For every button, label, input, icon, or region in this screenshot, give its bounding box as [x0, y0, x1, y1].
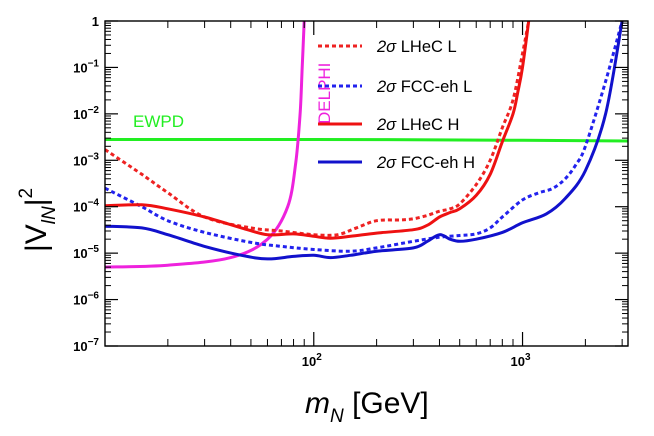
y-tick-label: 1 [92, 14, 99, 29]
y-tick-exp: −6 [88, 291, 100, 302]
x-axis-unit: [GeV] [344, 387, 429, 420]
legend-prefix: 2σ [376, 116, 397, 134]
x-axis-main: m [305, 387, 330, 420]
plot-frame [104, 20, 629, 347]
series-lhec-h [105, 21, 531, 240]
legend-text: FCC-eh H [396, 154, 475, 172]
y-tick-label: 10−6 [73, 291, 99, 308]
x-tick-base: 10 [511, 354, 525, 369]
x-tick-label: 102 [302, 352, 322, 369]
x-tick-exp: 2 [316, 352, 322, 363]
y-axis-sub: lN [39, 206, 60, 224]
y-tick-base: 10 [73, 293, 87, 308]
y-tick-base: 10 [73, 107, 87, 122]
legend-prefix: 2σ [376, 78, 397, 96]
series-delphi [105, 21, 306, 269]
legend-text: FCC-eh L [396, 78, 472, 96]
y-tick-exp: −7 [88, 337, 100, 348]
y-axis-sup: 2 [16, 188, 37, 199]
x-axis-sub: N [330, 406, 344, 427]
x-tick-base: 10 [302, 354, 316, 369]
y-tick-label: 10−3 [73, 151, 99, 168]
y-axis-close: | [20, 198, 53, 206]
y-tick-exp: −1 [88, 58, 100, 69]
legend-text: LHeC L [396, 38, 457, 56]
y-tick-label: 10−1 [73, 58, 99, 75]
y-tick-base: 10 [73, 153, 87, 168]
delphi-label: DELPHI [315, 63, 334, 124]
legend-prefix: 2σ [376, 38, 397, 56]
x-tick-exp: 3 [525, 352, 531, 363]
y-axis-main: |V [20, 224, 53, 252]
legend: 2σ LHeC L 2σ FCC-eh L 2σ LHeC H 2σ FCC-e… [318, 38, 475, 172]
y-tick-label: 10−7 [73, 337, 99, 354]
y-tick-exp: −2 [88, 105, 100, 116]
y-tick-exp: −5 [88, 244, 100, 255]
series-ewpd [105, 137, 628, 143]
y-tick-base: 10 [73, 339, 87, 354]
legend-prefix: 2σ [376, 154, 397, 172]
legend-label-lhec-l: 2σ LHeC L [376, 38, 457, 56]
curves-layer [105, 21, 628, 269]
y-tick-label: 10−5 [73, 244, 99, 261]
legend-label-fcceh-h: 2σ FCC-eh H [376, 154, 475, 172]
x-axis-title: mN [GeV] [305, 387, 429, 427]
y-tick-label: 10−4 [73, 198, 99, 215]
legend-text: LHeC H [396, 116, 459, 134]
y-tick-base: 10 [73, 246, 87, 261]
y-tick-exp: −4 [88, 198, 100, 209]
ewpd-label: EWPD [133, 112, 184, 131]
y-tick-base: 10 [73, 60, 87, 75]
y-tick-base: 10 [73, 200, 87, 215]
series-fcc-eh-l [105, 21, 624, 253]
y-tick-exp: −3 [88, 151, 100, 162]
series-fcc-eh-h [105, 21, 624, 261]
y-tick-label: 10−2 [73, 105, 99, 122]
legend-label-lhec-h: 2σ LHeC H [376, 116, 459, 134]
y-axis-title: |VlN|2 [16, 188, 60, 252]
legend-label-fcceh-l: 2σ FCC-eh L [376, 78, 472, 96]
x-tick-label: 103 [511, 352, 531, 369]
